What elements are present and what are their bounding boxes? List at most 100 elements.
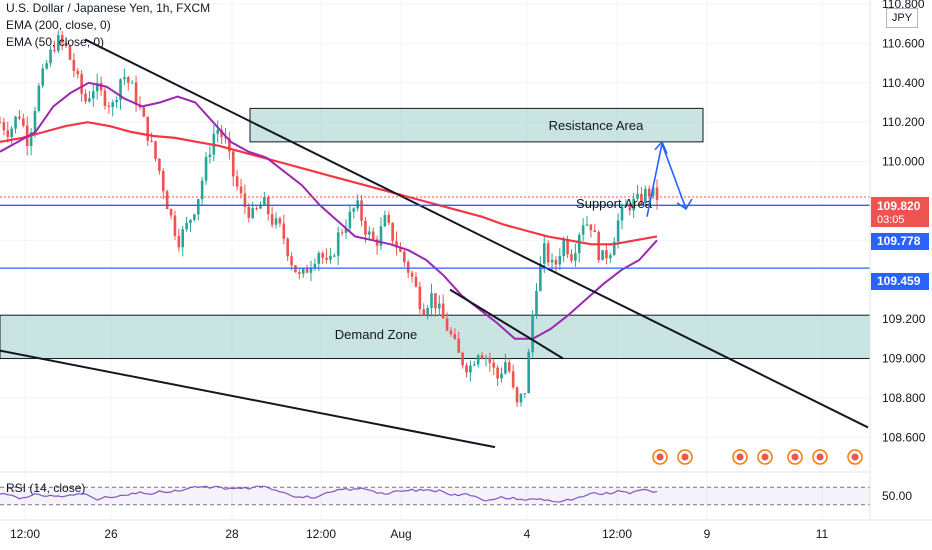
candle-body — [200, 180, 204, 200]
x-tick-label: 9 — [704, 527, 711, 541]
candle-body — [492, 362, 496, 368]
rsi-value-label: 50.00 — [882, 489, 912, 503]
y-tick-label: 110.600 — [882, 36, 925, 50]
candle-body — [593, 230, 597, 232]
candle-body — [29, 132, 33, 146]
candle-body — [469, 365, 472, 373]
y-tick-label: 108.600 — [882, 430, 926, 444]
annotations: Resistance Area Support Area Demand Zone — [335, 118, 693, 342]
candle-body — [371, 231, 375, 240]
candle-body — [414, 276, 418, 287]
candle-body — [511, 371, 515, 388]
currency-button[interactable]: JPY — [886, 8, 918, 28]
candle-body — [119, 79, 122, 100]
candle-body — [465, 365, 468, 373]
candle-body — [84, 93, 87, 102]
candle-body — [224, 137, 227, 139]
candle-body — [154, 141, 157, 159]
candle-body — [399, 247, 402, 252]
candle-body — [457, 338, 461, 353]
candle-body — [368, 231, 371, 235]
candle-body — [612, 241, 616, 256]
candle-body — [196, 199, 200, 215]
arrow-head-down — [676, 198, 693, 210]
candle-body — [239, 186, 243, 194]
candle-body — [10, 128, 13, 137]
candle-body — [270, 214, 274, 225]
candle-body — [344, 228, 348, 233]
y-tick-label: 108.800 — [882, 391, 926, 405]
candle-body — [126, 77, 130, 83]
candle-body — [282, 223, 286, 239]
candle-body — [181, 229, 185, 248]
candle-body — [33, 110, 37, 133]
candle-body — [632, 198, 635, 211]
candle-body — [410, 272, 414, 277]
candle-body — [49, 49, 52, 64]
y-tick-label: 110.400 — [882, 76, 925, 90]
x-tick-label: 12:00 — [306, 527, 336, 541]
candle-body — [64, 42, 68, 46]
candle-body — [18, 116, 21, 119]
candle-body — [336, 232, 340, 256]
resistance-zone — [249, 107, 704, 143]
candle-body — [562, 239, 565, 257]
candle-body — [115, 99, 118, 103]
candle-body — [519, 393, 523, 403]
candle-body — [290, 256, 293, 266]
candle-body — [173, 215, 177, 236]
candle-body — [550, 259, 554, 263]
candle-body — [107, 105, 111, 107]
candle-body — [278, 218, 282, 224]
candle-body — [406, 262, 410, 273]
x-tick-label: 28 — [225, 527, 239, 541]
candle-body — [146, 116, 150, 141]
candle-body — [305, 268, 309, 273]
candle-body — [605, 250, 608, 259]
candle-body — [111, 102, 115, 107]
candle-body — [574, 253, 577, 261]
candle-body — [228, 138, 231, 152]
legend-ema50: EMA (50, close, 0) — [6, 35, 105, 49]
candle-body — [68, 45, 72, 60]
candle-body — [329, 255, 332, 260]
candle-body — [531, 314, 534, 352]
candle-body — [150, 140, 153, 142]
candle-body — [651, 187, 655, 197]
rsi-label: RSI (14, close) — [6, 481, 86, 495]
grid — [0, 0, 870, 520]
y-tick-label: 110.000 — [882, 155, 925, 169]
candle-body — [527, 351, 531, 394]
candle-body — [461, 352, 464, 366]
candle-body — [274, 218, 278, 225]
candle-body — [449, 330, 453, 334]
candle-body — [383, 215, 387, 227]
candle-body — [301, 268, 305, 274]
candle-body — [507, 362, 511, 372]
candle-body — [426, 308, 429, 316]
candle-body — [0, 122, 2, 124]
price-box-current: 109.820 03:05 — [871, 197, 929, 227]
candle-body — [616, 220, 620, 242]
candle-body — [161, 171, 165, 192]
candle-body — [636, 193, 639, 199]
candle-body — [204, 157, 208, 181]
candle-body — [360, 200, 363, 221]
candle-body — [476, 355, 480, 365]
candle-body — [585, 224, 589, 226]
candle-body — [259, 204, 262, 209]
candle-body — [542, 243, 546, 264]
arrow-head-up — [654, 140, 668, 154]
candle-body — [72, 59, 76, 71]
price-current-value: 109.820 — [877, 199, 921, 213]
candle-body — [22, 118, 25, 126]
price-box-level1: 109.778 — [871, 233, 929, 250]
candle-body — [356, 200, 359, 209]
y-tick-label: 109.200 — [882, 312, 926, 326]
candle-body — [216, 129, 220, 134]
candle-body — [134, 82, 138, 105]
candle-body — [535, 290, 538, 315]
candle-body — [193, 214, 196, 220]
candle-body — [437, 303, 441, 309]
